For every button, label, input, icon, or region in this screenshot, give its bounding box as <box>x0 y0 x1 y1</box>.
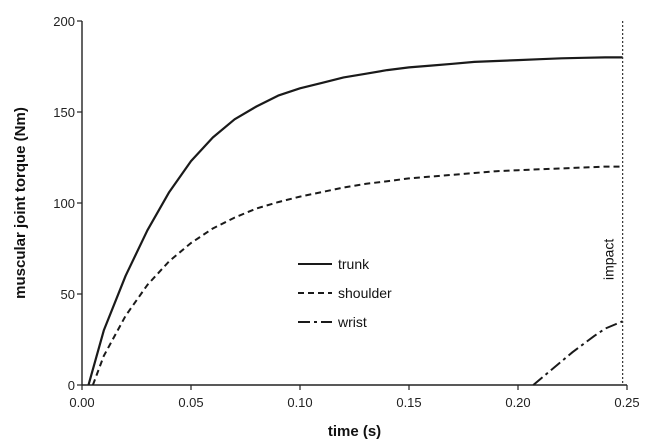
y-axis-title: muscular joint torque (Nm) <box>12 107 29 299</box>
x-axis-title: time (s) <box>328 423 381 440</box>
impact-label: impact <box>601 239 617 280</box>
series-line-shoulder <box>91 165 623 386</box>
legend-label-wrist: wrist <box>337 314 367 330</box>
series-layer <box>87 21 624 386</box>
x-tick-label: 0.25 <box>614 395 639 410</box>
x-tick-label: 0.15 <box>396 395 421 410</box>
legend-label-trunk: trunk <box>338 256 370 272</box>
y-tick-label: 200 <box>53 14 75 29</box>
axes: 0.00 0.05 0.10 0.15 0.20 0.25 0 50 100 150 200 <box>53 14 639 410</box>
y-tick-label: 150 <box>53 105 75 120</box>
legend-label-shoulder: shoulder <box>338 285 392 301</box>
y-tick-label: 100 <box>53 196 75 211</box>
x-tick-label: 0.20 <box>505 395 530 410</box>
legend: trunk shoulder wrist <box>298 256 392 330</box>
series-line-trunk <box>87 56 623 386</box>
x-tick-label: 0.00 <box>69 395 94 410</box>
x-tick-label: 0.05 <box>178 395 203 410</box>
series-line-wrist <box>532 320 623 386</box>
x-tick-label: 0.10 <box>287 395 312 410</box>
y-tick-label: 0 <box>68 378 75 393</box>
y-tick-label: 50 <box>61 287 75 302</box>
